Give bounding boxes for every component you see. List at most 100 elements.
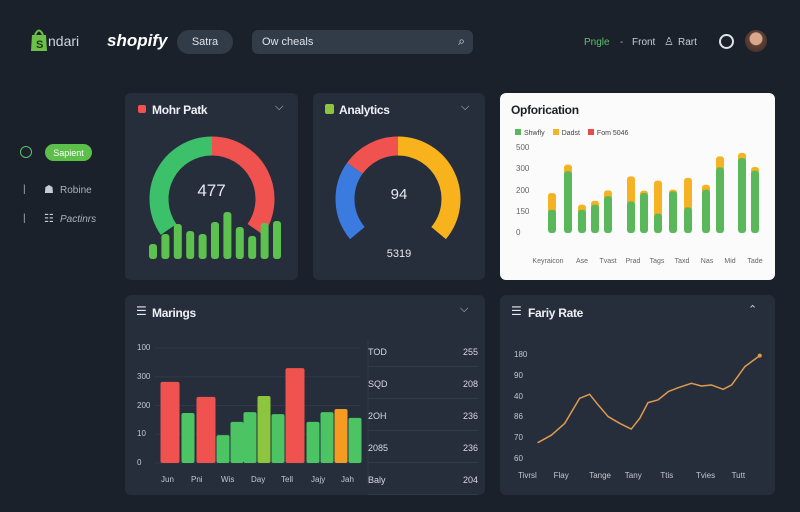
data-point xyxy=(550,434,553,436)
search-value: Ow cheals xyxy=(262,36,314,48)
x-tick-label: Taxd xyxy=(674,258,690,265)
bar-segment-shwfly xyxy=(751,170,759,233)
bar xyxy=(181,412,195,463)
card-title: Marings xyxy=(152,306,196,320)
nav-link[interactable]: Front xyxy=(632,37,656,48)
chevron-down-icon[interactable]: ⌵ xyxy=(460,303,469,315)
mini-bar xyxy=(273,221,281,259)
gauge-value: 94 xyxy=(390,186,408,203)
x-tick-label: Jah xyxy=(341,475,354,484)
legend-label: Fom 5046 xyxy=(596,130,629,137)
y-tick-label: 60 xyxy=(514,454,523,463)
chevron-down-icon[interactable]: ⌵ xyxy=(275,101,284,113)
mini-bar xyxy=(235,227,244,259)
bar xyxy=(196,396,216,463)
y-tick-label: 90 xyxy=(514,370,523,380)
y-tick-label: 200 xyxy=(137,400,151,410)
bar-segment-shwfly xyxy=(654,213,662,233)
mini-bar xyxy=(248,236,257,259)
markings-card: ☰ Marings ⌵ 0 10 200 300 100 Jun Pni Wis Day Tell… xyxy=(125,295,485,495)
gauge-value: 477 xyxy=(197,181,226,200)
search-input[interactable]: Ow cheals ⌕ xyxy=(252,30,473,54)
y-tick-label: 0 xyxy=(516,228,521,237)
bar xyxy=(216,435,230,463)
data-point xyxy=(647,402,649,404)
sidebar-item-robine[interactable]: Robine xyxy=(60,185,92,196)
avatar[interactable] xyxy=(745,30,767,52)
sidebar-item-pactinrs[interactable]: Pactinrs xyxy=(60,214,97,225)
data-point xyxy=(731,384,733,386)
bar-segment-shwfly xyxy=(591,204,599,233)
nav-link-active[interactable]: Pngle xyxy=(584,37,610,48)
legend-label: Shwfly xyxy=(524,130,545,137)
bar-segment-shwfly xyxy=(627,201,635,233)
card-title: Analytics xyxy=(339,103,390,117)
mini-bar xyxy=(173,224,182,259)
bar xyxy=(230,421,244,463)
user-card-icon: ☗ xyxy=(44,184,54,196)
gauge-subvalue: 5319 xyxy=(386,248,412,260)
x-tick-label: Flay xyxy=(553,471,569,480)
bag-icon xyxy=(325,104,334,114)
red-square-icon xyxy=(138,105,146,113)
y-tick-label: 200 xyxy=(516,185,530,195)
bar-segment-dadst xyxy=(654,180,662,218)
menu-icon[interactable]: ☰ xyxy=(136,304,147,318)
x-tick-label: Ase xyxy=(575,258,589,265)
chevron-down-icon[interactable]: ⌵ xyxy=(461,101,470,113)
menu-icon[interactable]: ☰ xyxy=(511,304,522,318)
bar xyxy=(160,381,180,463)
row-label: Baly xyxy=(368,475,386,485)
bar-segment-shwfly xyxy=(702,189,710,233)
card-title: Fariy Rate xyxy=(528,306,584,320)
bar-segment-shwfly xyxy=(738,158,746,233)
data-point xyxy=(639,417,641,419)
data-point xyxy=(630,428,632,430)
mini-bar xyxy=(211,222,219,259)
row-label: 2085 xyxy=(368,443,389,453)
row-value: 236 xyxy=(462,411,478,421)
gauge-card-1: Mohr Patk ⌵ 477 xyxy=(125,93,298,280)
data-point xyxy=(677,387,679,389)
chevron-up-icon[interactable]: ⌃ xyxy=(748,304,758,316)
gauge-segment xyxy=(397,136,461,240)
y-tick-label: 40 xyxy=(514,391,523,401)
y-tick-label: 10 xyxy=(137,429,146,439)
legend-swatch xyxy=(587,129,594,135)
grid-people-icon: ☷ xyxy=(44,213,54,225)
notification-icon[interactable] xyxy=(719,34,734,49)
card-title: Opforication xyxy=(511,103,579,117)
x-tick-label: Tell xyxy=(281,475,294,484)
gauge-segment xyxy=(347,136,399,175)
x-tick-label: Day xyxy=(251,475,266,484)
x-tick-label: Tvies xyxy=(696,471,716,480)
tree-line: | xyxy=(23,184,26,195)
legend-swatch xyxy=(515,129,521,135)
legend-item: Shwfly xyxy=(515,129,545,137)
x-tick-label: Jajy xyxy=(311,475,326,484)
bar-chart xyxy=(155,340,369,485)
data-point xyxy=(619,422,621,425)
bar xyxy=(285,368,305,463)
bar xyxy=(348,417,362,463)
x-tick-label: Tivrsl xyxy=(518,471,537,480)
y-tick-label: 150 xyxy=(516,206,530,216)
table-row: Baly 204 xyxy=(368,475,478,495)
bar-segment-shwfly xyxy=(564,171,572,233)
bar xyxy=(243,412,257,463)
card-title: Mohr Patk xyxy=(152,103,208,117)
nav-pill[interactable]: Satra xyxy=(177,30,233,54)
user-link[interactable]: Rart xyxy=(678,37,697,48)
data-point xyxy=(597,404,599,406)
logo-text: ndari xyxy=(48,33,80,49)
legend-label: Dadst xyxy=(561,130,580,137)
bar-segment-shwfly xyxy=(640,193,648,233)
tree-line: | xyxy=(23,213,26,224)
row-value: 236 xyxy=(462,443,478,453)
table-row: 2OH 236 xyxy=(368,411,478,431)
brand-name[interactable]: shopify xyxy=(107,31,168,50)
sidebar-item-sapient[interactable]: Sapient xyxy=(45,144,92,161)
mini-bar xyxy=(149,244,157,259)
x-tick-label: Jun xyxy=(161,475,174,484)
search-icon[interactable]: ⌕ xyxy=(458,34,465,48)
